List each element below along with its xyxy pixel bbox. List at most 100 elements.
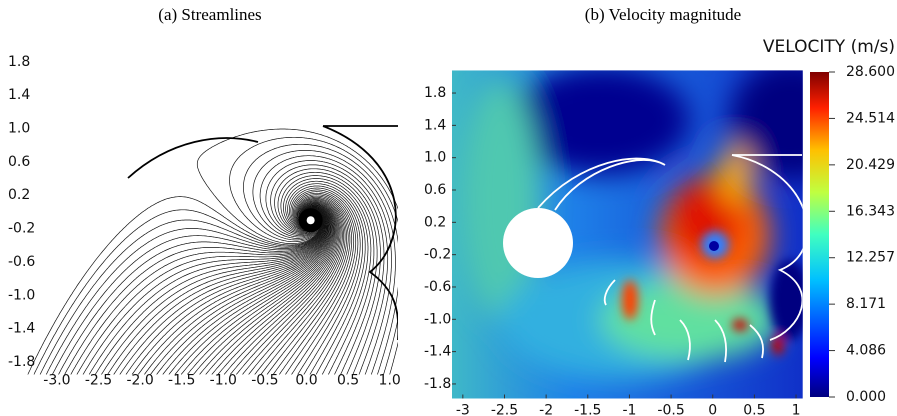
streamline — [274, 168, 381, 375]
streamline — [229, 202, 341, 375]
heatmap-plot — [452, 70, 803, 399]
x-tick-label: -0.5 — [251, 373, 278, 389]
streamline-plot — [27, 125, 398, 375]
streamline — [277, 171, 378, 375]
streamline — [242, 200, 343, 375]
x-tick-label: -3.0 — [43, 373, 70, 389]
streamline — [287, 183, 366, 375]
streamline — [94, 211, 325, 375]
y-tick-label: -0.6 — [8, 254, 35, 270]
vortex-eye — [306, 216, 315, 225]
streamline — [243, 143, 398, 375]
x-tick-label: 0.5 — [337, 373, 359, 389]
streamline — [101, 211, 326, 375]
y-tick-label: 1.4 — [8, 87, 30, 103]
x-tick-label: -1 — [622, 403, 636, 416]
streamline — [254, 199, 346, 375]
streamline — [272, 195, 351, 375]
streamline — [280, 175, 375, 375]
x-tick-label: 1.0 — [379, 373, 401, 389]
y-tick-label: 1.0 — [424, 150, 446, 166]
colorbar — [810, 72, 829, 397]
vortex-core — [709, 241, 719, 251]
streamline — [196, 128, 398, 375]
streamline — [223, 203, 340, 375]
colorbar-tick-label: 28.600 — [846, 64, 895, 80]
y-tick-label: -1.0 — [8, 287, 35, 303]
streamline — [174, 207, 333, 375]
blades — [537, 154, 803, 363]
x-tick-label: 0.0 — [295, 373, 317, 389]
streamline — [279, 194, 353, 375]
colorbar-tick-label: 8.171 — [846, 296, 886, 312]
streamline — [266, 196, 349, 375]
panel-title: (a) Streamlines — [158, 5, 261, 24]
streamline — [270, 164, 385, 375]
x-tick-label: -1.0 — [210, 373, 237, 389]
streamline — [199, 205, 336, 375]
panel-title: (b) Velocity magnitude — [585, 5, 741, 24]
y-tick-label: -1.8 — [8, 354, 35, 370]
streamline — [211, 204, 338, 375]
streamline — [288, 185, 363, 375]
x-tick-label: -2.5 — [85, 373, 112, 389]
streamline — [113, 211, 327, 375]
streamline — [187, 206, 334, 375]
streamline — [76, 212, 324, 375]
x-tick-label: -0.5 — [657, 403, 684, 416]
streamline — [107, 211, 326, 375]
blade — [127, 125, 398, 340]
streamline — [52, 213, 322, 375]
streamline — [64, 213, 323, 375]
streamline — [285, 180, 369, 375]
streamline — [45, 213, 322, 375]
streamline — [252, 150, 396, 375]
streamline — [283, 178, 372, 375]
x-tick-label: -1.5 — [168, 373, 195, 389]
x-tick-label: 1 — [792, 403, 801, 416]
streamline — [291, 189, 359, 375]
y-tick-label: -1.4 — [424, 344, 451, 360]
y-tick-label: -0.2 — [8, 221, 35, 237]
streamline — [27, 196, 321, 375]
x-tick-label: -2.0 — [126, 373, 153, 389]
streamline — [265, 160, 389, 375]
streamline — [131, 210, 328, 375]
streamline — [168, 208, 332, 375]
streamline — [285, 192, 355, 375]
x-tick-label: 0 — [708, 403, 717, 416]
y-tick-label: -0.6 — [424, 279, 451, 295]
y-tick-label: -0.2 — [424, 247, 451, 263]
streamline — [205, 205, 337, 375]
streamline — [58, 213, 323, 375]
x-tick-label: -1.5 — [574, 403, 601, 416]
streamline — [150, 209, 330, 375]
cylinder — [503, 208, 573, 278]
colorbar-tick-label: 12.257 — [846, 250, 895, 266]
colorbar-tick-label: 4.086 — [846, 343, 886, 359]
y-tick-label: -1.8 — [424, 376, 451, 392]
streamline — [217, 203, 339, 375]
streamline — [39, 213, 322, 375]
streamline — [248, 200, 345, 375]
streamline — [156, 208, 331, 375]
streamline — [137, 209, 329, 375]
colorbar-title: VELOCITY (m/s) — [763, 37, 895, 57]
streamline — [259, 155, 392, 375]
y-tick-label: 1.8 — [8, 54, 30, 70]
x-tick-label: 0.5 — [743, 403, 765, 416]
colorbar-tick-label: 20.429 — [846, 157, 895, 173]
y-tick-label: 1.8 — [424, 85, 446, 101]
streamline — [144, 209, 329, 375]
y-tick-label: 1.4 — [424, 117, 446, 133]
colorbar-tick-label: 24.514 — [846, 110, 895, 126]
streamline — [125, 210, 328, 375]
streamline — [70, 212, 323, 375]
y-tick-label: 0.6 — [8, 154, 30, 170]
streamline — [162, 208, 331, 375]
colorbar-tick-label: 16.343 — [846, 203, 895, 219]
x-tick-label: -2.5 — [491, 403, 518, 416]
x-tick-label: -2 — [539, 403, 553, 416]
y-tick-label: 0.6 — [424, 182, 446, 198]
